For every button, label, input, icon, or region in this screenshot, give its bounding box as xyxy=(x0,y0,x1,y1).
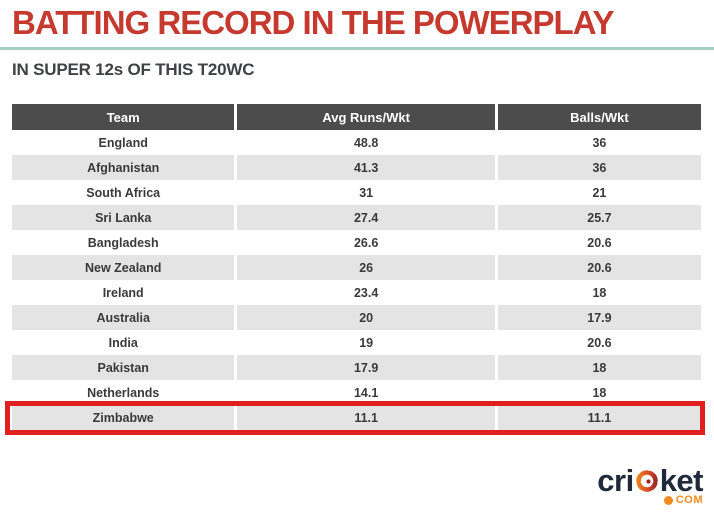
logo-tld-text: COM xyxy=(675,494,703,506)
table-row: Netherlands 14.1 18 xyxy=(12,380,701,405)
title-divider xyxy=(0,47,714,50)
cell-avg-runs-wkt: 26 xyxy=(234,255,497,280)
cricket-ball-icon xyxy=(635,466,659,500)
cell-team: Afghanistan xyxy=(12,155,236,180)
cell-avg-runs-wkt: 14.1 xyxy=(234,380,497,405)
table-row: New Zealand 26 20.6 xyxy=(12,255,701,280)
cell-balls-wkt: 20.6 xyxy=(494,330,701,355)
table-row: South Africa 31 21 xyxy=(12,180,701,205)
table-row: Australia 20 17.9 xyxy=(12,305,701,330)
cell-team: Australia xyxy=(12,305,236,330)
table-row: Zimbabwe 11.1 11.1 xyxy=(12,405,701,430)
table-header-row: Team Avg Runs/Wkt Balls/Wkt xyxy=(12,104,701,130)
logo-text-post: ket xyxy=(659,463,704,498)
cell-balls-wkt: 25.7 xyxy=(494,205,701,230)
cell-avg-runs-wkt: 31 xyxy=(234,180,497,205)
cell-balls-wkt: 18 xyxy=(494,380,701,405)
page-subtitle: IN SUPER 12s OF THIS T20WC xyxy=(12,60,255,79)
table-row: India 19 20.6 xyxy=(12,330,701,355)
cell-balls-wkt: 18 xyxy=(494,280,701,305)
page-title: BATTING RECORD IN THE POWERPLAY xyxy=(12,4,615,41)
cell-avg-runs-wkt: 48.8 xyxy=(234,130,497,155)
table-body: England 48.8 36 Afghanistan 41.3 36 South Afri… xyxy=(12,130,701,430)
logo-tld: COM xyxy=(597,494,703,506)
cell-team: Ireland xyxy=(12,280,236,305)
cell-balls-wkt: 18 xyxy=(494,355,701,380)
table-row: Sri Lanka 27.4 25.7 xyxy=(12,205,701,230)
cell-avg-runs-wkt: 23.4 xyxy=(234,280,497,305)
cell-balls-wkt: 20.6 xyxy=(494,255,701,280)
cell-team: Pakistan xyxy=(12,355,236,380)
cell-avg-runs-wkt: 11.1 xyxy=(234,405,497,430)
cell-balls-wkt: 11.1 xyxy=(494,405,701,430)
column-header-team: Team xyxy=(12,104,236,130)
cell-avg-runs-wkt: 26.6 xyxy=(234,230,497,255)
cell-team: India xyxy=(12,330,236,355)
column-header-balls-wkt: Balls/Wkt xyxy=(494,104,701,130)
logo-text-pre: cri xyxy=(597,463,634,498)
cell-avg-runs-wkt: 20 xyxy=(234,305,497,330)
cell-team: Bangladesh xyxy=(12,230,236,255)
cell-balls-wkt: 36 xyxy=(494,130,701,155)
table-row: England 48.8 36 xyxy=(12,130,701,155)
stats-table: Team Avg Runs/Wkt Balls/Wkt England 48.8 3… xyxy=(12,104,701,430)
cell-team: England xyxy=(12,130,236,155)
column-header-avg-runs-wkt: Avg Runs/Wkt xyxy=(234,104,497,130)
cell-balls-wkt: 17.9 xyxy=(494,305,701,330)
cell-avg-runs-wkt: 41.3 xyxy=(234,155,497,180)
table-row: Bangladesh 26.6 20.6 xyxy=(12,230,701,255)
table-row: Ireland 23.4 18 xyxy=(12,280,701,305)
cell-team: South Africa xyxy=(12,180,236,205)
logo-wordmark: cri ket xyxy=(597,464,703,498)
table-row: Afghanistan 41.3 36 xyxy=(12,155,701,180)
cell-avg-runs-wkt: 27.4 xyxy=(234,205,497,230)
cricket-com-logo: cri ket COM xyxy=(597,464,703,507)
stats-table-container: Team Avg Runs/Wkt Balls/Wkt England 48.8 3… xyxy=(5,104,705,435)
cell-balls-wkt: 20.6 xyxy=(494,230,701,255)
cell-team: Sri Lanka xyxy=(12,205,236,230)
cell-team: New Zealand xyxy=(12,255,236,280)
cell-avg-runs-wkt: 17.9 xyxy=(234,355,497,380)
cell-balls-wkt: 36 xyxy=(494,155,701,180)
table-row: Pakistan 17.9 18 xyxy=(12,355,701,380)
logo-dot-icon xyxy=(663,495,673,505)
cell-team: Netherlands xyxy=(12,380,236,405)
cell-team: Zimbabwe xyxy=(12,405,236,430)
cell-avg-runs-wkt: 19 xyxy=(234,330,497,355)
cell-balls-wkt: 21 xyxy=(494,180,701,205)
